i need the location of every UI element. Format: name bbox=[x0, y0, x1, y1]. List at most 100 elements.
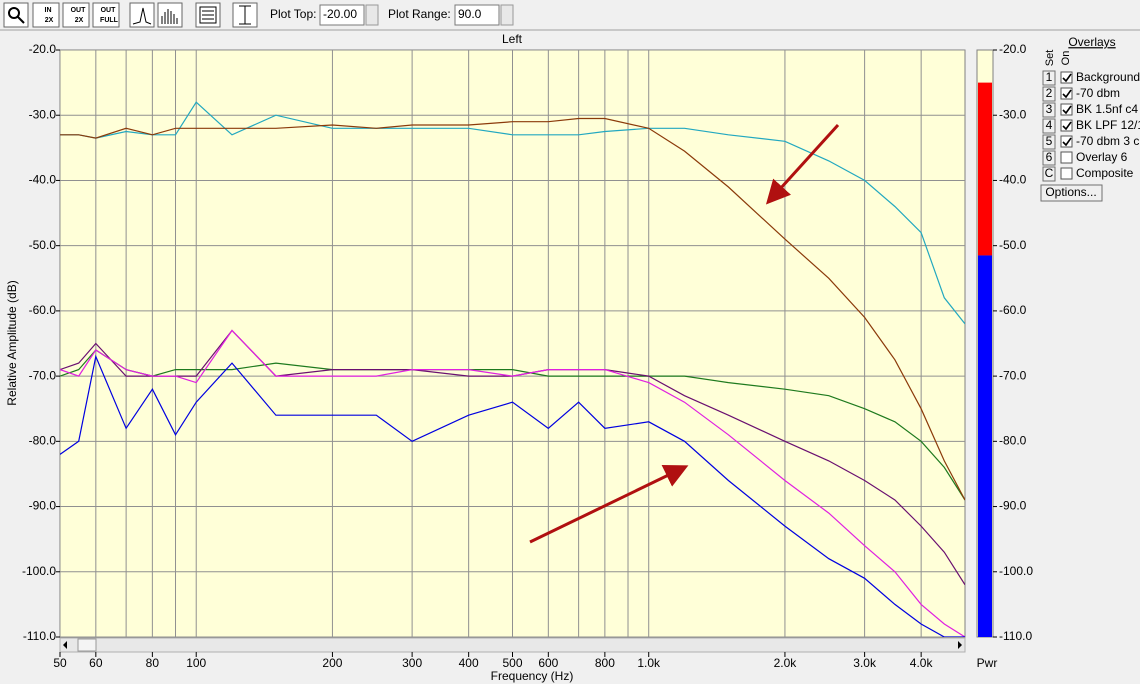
power-tick-label: -40.0 bbox=[999, 173, 1027, 187]
overlay-key-text: 5 bbox=[1046, 134, 1053, 148]
zoom-preset-button[interactable] bbox=[32, 2, 60, 28]
zoom-button[interactable] bbox=[3, 2, 29, 28]
options-button[interactable] bbox=[1040, 184, 1103, 202]
power-tick-label: -110.0 bbox=[999, 629, 1032, 643]
x-tick-label: 50 bbox=[53, 656, 67, 670]
button-text: FULL bbox=[100, 17, 119, 24]
y-tick-label: -90.0 bbox=[29, 499, 57, 513]
power-tick-label: -50.0 bbox=[999, 238, 1027, 252]
overlay-label: BK 1.5nf c4 bbox=[1076, 102, 1138, 116]
y-tick-label: -20.0 bbox=[29, 42, 57, 56]
x-tick-label: 100 bbox=[186, 656, 206, 670]
power-tick-label: -90.0 bbox=[999, 499, 1027, 513]
x-tick-label: 80 bbox=[146, 656, 160, 670]
overlay-checkbox[interactable] bbox=[1060, 71, 1073, 84]
overlay-key bbox=[1042, 166, 1056, 182]
overlay-checkbox[interactable] bbox=[1060, 151, 1073, 164]
bars-icon bbox=[161, 9, 178, 24]
overlay-key bbox=[1042, 150, 1056, 166]
set-label: Set bbox=[1044, 50, 1056, 67]
x-axis-label: Frequency (Hz) bbox=[491, 669, 574, 683]
overlay-checkbox[interactable] bbox=[1060, 103, 1073, 116]
scrollbar[interactable] bbox=[59, 637, 966, 653]
button-text: OUT bbox=[101, 7, 117, 14]
overlay-label: -70 dbm bbox=[1076, 86, 1120, 100]
overlay-key-text: 3 bbox=[1046, 102, 1053, 116]
traces bbox=[60, 50, 965, 637]
button-text: IN bbox=[45, 7, 52, 14]
plot-range-input[interactable] bbox=[454, 4, 500, 26]
check-mark bbox=[1062, 137, 1072, 147]
x-tick-label: 800 bbox=[595, 656, 615, 670]
overlay-label: BK LPF 12/1 bbox=[1076, 118, 1140, 132]
overlay-key-text: 4 bbox=[1046, 118, 1053, 132]
y-tick-label: -70.0 bbox=[29, 368, 57, 382]
overlay-key bbox=[1042, 118, 1056, 134]
power-tick-label: -60.0 bbox=[999, 303, 1027, 317]
y-axis-label: Relative Amplitude (dB) bbox=[5, 280, 19, 405]
peak-icon bbox=[132, 7, 152, 25]
overlay-checkbox[interactable] bbox=[1060, 135, 1073, 148]
panel-icon bbox=[199, 6, 217, 24]
check-mark bbox=[1062, 121, 1072, 131]
zoom-preset-button[interactable] bbox=[92, 2, 120, 28]
x-tick-label: 1.0k bbox=[637, 656, 661, 670]
scrollbar-thumb[interactable] bbox=[77, 638, 97, 652]
annotation-arrow bbox=[529, 465, 689, 544]
magnifier-icon bbox=[8, 7, 20, 19]
overlay-key-text: 2 bbox=[1046, 86, 1053, 100]
overlay-checkbox[interactable] bbox=[1060, 87, 1073, 100]
power-tick-label: -80.0 bbox=[999, 434, 1027, 448]
overlay-key bbox=[1042, 86, 1056, 102]
button-text: 2X bbox=[45, 17, 54, 24]
plot-range-spin[interactable] bbox=[500, 4, 514, 26]
power-tick-label: -30.0 bbox=[999, 107, 1027, 121]
plot-range-label: Plot Range: bbox=[388, 7, 451, 21]
button-text: 2X bbox=[75, 17, 84, 24]
toolbar bbox=[0, 0, 1140, 30]
power-peak bbox=[978, 82, 992, 256]
power-tick-label: -70.0 bbox=[999, 368, 1027, 382]
overlay-label: -70 dbm 3 c bbox=[1076, 134, 1139, 148]
power-tick-label: -100.0 bbox=[999, 564, 1033, 578]
zoom-preset-button[interactable] bbox=[62, 2, 90, 28]
plot-top-label: Plot Top: bbox=[270, 7, 316, 21]
range-icon bbox=[239, 5, 251, 25]
plot-range-value: 90.0 bbox=[458, 7, 482, 21]
trace-line bbox=[60, 349, 965, 501]
overlay-checkbox[interactable] bbox=[1060, 119, 1073, 132]
on-label: On bbox=[1060, 51, 1072, 66]
x-tick-label: 4.0k bbox=[910, 656, 934, 670]
y-tick-label: -110.0 bbox=[23, 629, 56, 643]
overlay-key bbox=[1042, 102, 1056, 118]
power-tick-label: -20.0 bbox=[999, 42, 1027, 56]
x-tick-label: 600 bbox=[538, 656, 558, 670]
y-tick-label: -80.0 bbox=[29, 434, 57, 448]
overlay-label: Overlay 6 bbox=[1076, 150, 1128, 164]
check-mark bbox=[1062, 105, 1072, 115]
trace-line bbox=[60, 354, 965, 637]
annotation-arrow bbox=[765, 123, 840, 205]
x-tick-label: 400 bbox=[459, 656, 479, 670]
plot-top-spin[interactable] bbox=[365, 4, 379, 26]
overlay-label: Composite bbox=[1076, 166, 1134, 180]
x-tick-label: 200 bbox=[322, 656, 342, 670]
overlay-key bbox=[1042, 70, 1056, 86]
x-tick-label: 300 bbox=[402, 656, 422, 670]
power-average bbox=[978, 255, 992, 637]
panel-icon bbox=[202, 10, 214, 20]
y-tick-label: -50.0 bbox=[29, 238, 57, 252]
overlay-key-text: C bbox=[1045, 166, 1054, 180]
y-tick-label: -60.0 bbox=[29, 303, 57, 317]
overlay-checkbox[interactable] bbox=[1060, 167, 1073, 180]
y-tick-label: -40.0 bbox=[29, 173, 57, 187]
trace-line bbox=[60, 329, 965, 637]
magnifier-icon bbox=[17, 16, 25, 24]
plot-top-input[interactable] bbox=[319, 4, 365, 26]
x-tick-label: 3.0k bbox=[853, 656, 877, 670]
overlay-key-text: 6 bbox=[1046, 150, 1053, 164]
check-mark bbox=[1062, 73, 1072, 83]
trace-line bbox=[60, 117, 965, 501]
